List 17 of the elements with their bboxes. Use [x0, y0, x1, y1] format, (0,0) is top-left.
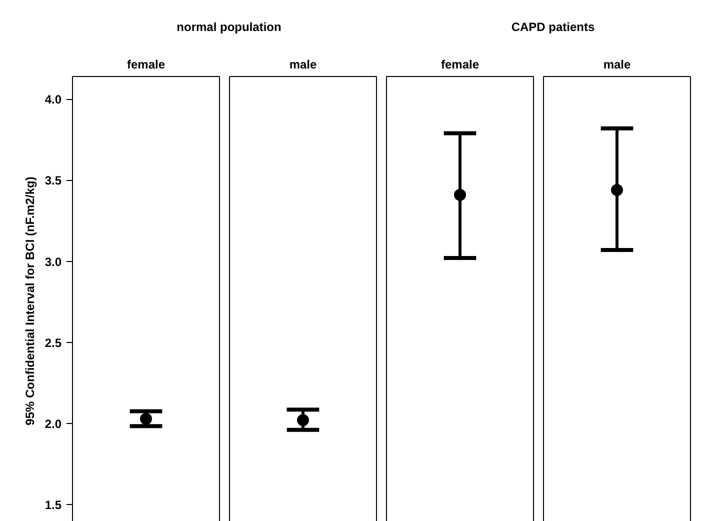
point — [611, 184, 623, 196]
x-tick-label: male — [289, 58, 317, 72]
point — [140, 412, 152, 425]
x-tick-label: female — [126, 58, 166, 72]
y-tick-label: 2.0 — [44, 416, 62, 431]
text: CAPD patients — [511, 19, 595, 36]
y-tick-label: 3.5 — [44, 174, 62, 188]
y-tick-label: 3.0 — [44, 254, 62, 269]
x-tick-label: female — [440, 58, 480, 72]
y-axis-title: 95% Confidential Interval for BCI (nF.m2/kg) — [22, 176, 37, 426]
text: normal population — [176, 19, 282, 36]
y-tick-label: 2.5 — [44, 336, 62, 350]
point — [454, 188, 466, 201]
y-tick-label: 4.0 — [44, 92, 62, 107]
y-tick-label: 1.5 — [44, 498, 62, 512]
x-tick-label: male — [603, 58, 631, 72]
point — [297, 414, 309, 426]
